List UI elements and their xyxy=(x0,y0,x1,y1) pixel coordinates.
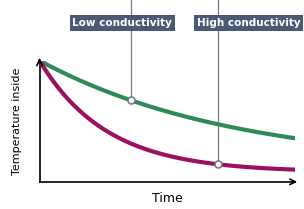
Text: Time: Time xyxy=(152,191,183,205)
Text: High conductivity: High conductivity xyxy=(197,18,300,28)
Text: Low conductivity: Low conductivity xyxy=(72,18,172,28)
Text: Temperature inside: Temperature inside xyxy=(12,68,22,175)
